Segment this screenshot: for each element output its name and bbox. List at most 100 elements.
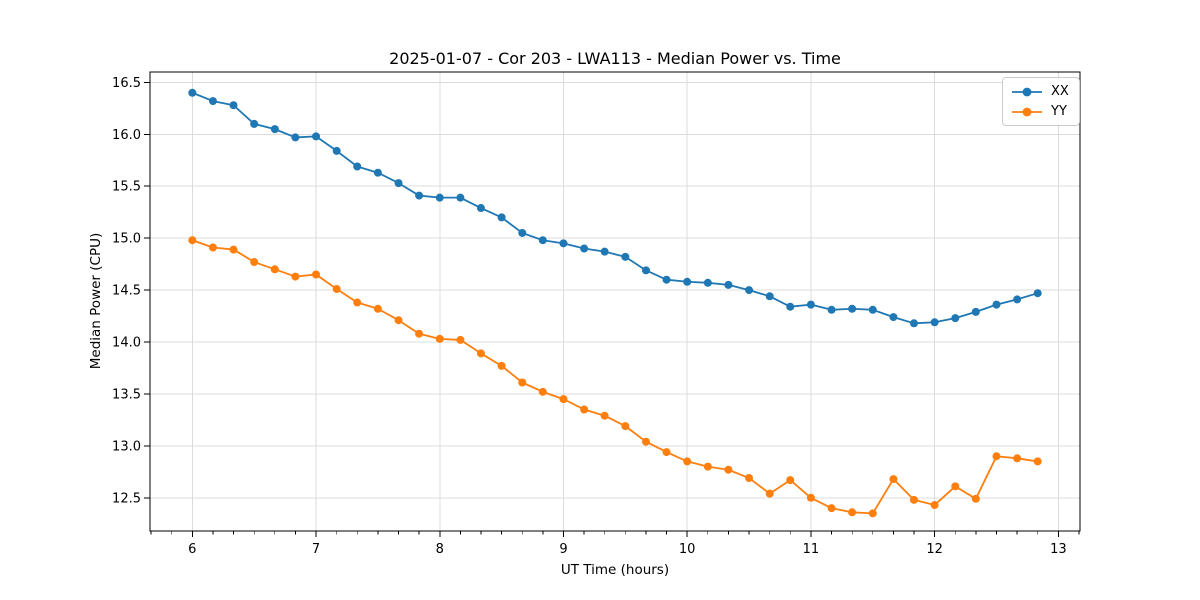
data-point-xx [951,314,960,323]
y-axis-label: Median Power (CPU) [88,232,104,370]
data-point-yy [992,452,1001,461]
x-tick-label: 9 [559,542,567,557]
data-point-yy [745,474,754,483]
y-tick-label: 16.0 [112,128,141,143]
data-point-yy [600,411,609,420]
data-point-yy [188,236,197,245]
data-point-xx [806,300,815,309]
legend-label-yy: YY [1051,104,1067,119]
data-point-yy [208,243,217,252]
data-point-yy [373,304,382,313]
data-point-xx [456,193,465,202]
data-point-xx [250,119,259,128]
data-point-yy [765,489,774,498]
x-tick-label: 11 [803,542,820,557]
data-point-yy [456,335,465,344]
data-point-yy [415,329,424,338]
data-point-yy [518,378,527,387]
data-point-xx [332,146,341,155]
data-point-xx [662,275,671,284]
data-point-yy [806,493,815,502]
data-point-xx [1033,289,1042,298]
data-point-xx [538,236,547,245]
data-point-xx [745,286,754,295]
data-point-yy [848,508,857,517]
data-point-yy [951,482,960,491]
data-point-xx [621,252,630,261]
data-point-yy [229,245,238,254]
data-point-xx [312,132,321,141]
x-tick-label: 6 [188,542,196,557]
data-point-xx [394,179,403,188]
data-point-yy [332,285,341,294]
legend-swatch-xx-icon [1012,87,1042,96]
data-point-xx [703,278,712,287]
y-tick-label: 16.5 [112,76,141,91]
x-tick-label: 8 [436,542,444,557]
series-line-xx [191,91,1039,325]
x-tick-label: 7 [312,542,320,557]
data-point-xx [559,239,568,248]
data-point-xx [930,318,939,327]
data-point-yy [1033,457,1042,466]
data-point-xx [848,304,857,313]
data-point-xx [786,302,795,311]
data-point-xx [600,247,609,256]
data-point-xx [889,313,898,322]
legend: XX YY [1002,77,1080,126]
chart-title: 2025-01-07 - Cor 203 - LWA113 - Median P… [389,49,841,68]
data-point-yy [394,316,403,325]
data-point-yy [476,349,485,358]
data-point-xx [188,88,197,97]
y-tick-label: 12.5 [112,491,141,506]
legend-item-xx: XX [1011,82,1069,101]
y-tick-label: 15.5 [112,180,141,195]
data-point-xx [291,133,300,142]
x-tick-label: 10 [679,542,696,557]
data-point-yy [683,457,692,466]
series-line-yy [191,239,1039,515]
data-point-yy [353,298,362,307]
data-point-yy [786,476,795,485]
data-point-xx [909,319,918,328]
data-point-xx [683,277,692,286]
y-tick-label: 14.0 [112,336,141,351]
plot-border [149,71,1081,532]
data-point-xx [724,280,733,289]
data-point-yy [497,361,506,370]
x-axis-label: UT Time (hours) [560,562,670,578]
data-point-xx [641,266,650,275]
data-point-yy [662,448,671,457]
data-point-yy [889,475,898,484]
y-tick-label: 13.5 [112,387,141,402]
x-tick-label: 12 [926,542,943,557]
data-point-xx [868,305,877,314]
data-point-xx [353,162,362,171]
data-point-yy [827,504,836,513]
data-point-xx [827,305,836,314]
data-point-yy [724,465,733,474]
legend-label-xx: XX [1051,84,1069,99]
data-point-xx [208,97,217,106]
data-point-xx [415,191,424,200]
data-point-yy [312,270,321,279]
data-point-xx [229,101,238,110]
y-tick-label: 15.0 [112,232,141,247]
data-point-xx [435,193,444,202]
data-point-xx [270,125,279,134]
data-point-xx [497,213,506,222]
data-point-yy [435,334,444,343]
data-point-yy [703,462,712,471]
data-point-yy [270,265,279,274]
data-point-xx [971,307,980,316]
data-point-xx [992,300,1001,309]
legend-swatch-yy-icon [1012,107,1042,116]
data-point-xx [476,204,485,213]
data-point-yy [580,405,589,414]
data-point-yy [868,509,877,518]
legend-item-yy: YY [1011,102,1069,121]
data-point-yy [291,272,300,281]
x-tick-label: 13 [1050,542,1067,557]
